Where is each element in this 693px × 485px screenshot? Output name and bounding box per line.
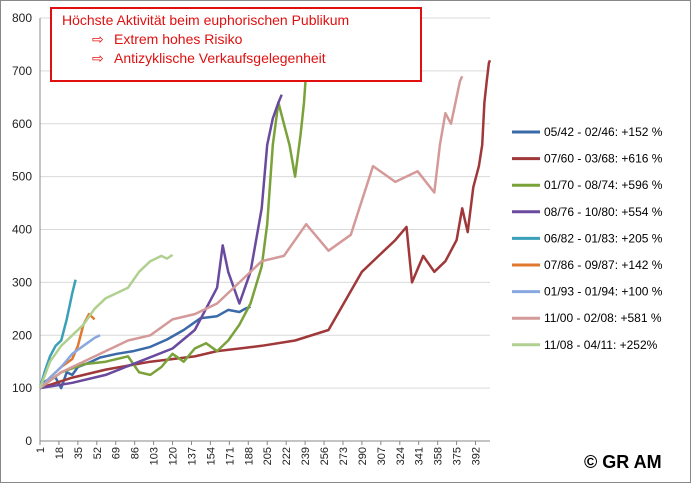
legend-label: 11/00 - 02/08: +581 % [544, 311, 662, 325]
y-tick-label: 800 [12, 11, 32, 25]
x-tick-label: 137 [186, 447, 198, 465]
series-line-9 [38, 253, 174, 389]
annotation-box: Höchste Aktivität beim euphorischen Publ… [50, 7, 422, 82]
x-tick-label: 35 [73, 447, 85, 459]
series-line-8 [39, 75, 464, 390]
x-tick-label: 103 [149, 447, 161, 465]
right-outline-arrow-icon: ⇨ [92, 50, 104, 66]
annotation-title: Höchste Aktivität beim euphorischen Publ… [62, 12, 350, 28]
x-tick-label: 239 [300, 447, 312, 465]
legend-label: 01/70 - 08/74: +596 % [544, 178, 663, 192]
x-tick-label: 358 [433, 447, 445, 465]
annotation-line-1-text: Extrem hohes Risiko [114, 31, 243, 47]
x-tick-label: 222 [281, 447, 293, 465]
x-tick-label: 69 [111, 447, 123, 459]
legend-entry: 07/86 - 09/87: +142 % [512, 258, 663, 272]
x-tick-label: 120 [168, 447, 180, 465]
legend-label: 11/08 - 04/11: +252% [544, 338, 658, 352]
series-lines [38, 59, 492, 390]
y-tick-label: 500 [12, 170, 32, 184]
series-line-7 [39, 334, 101, 389]
x-tick-label: 307 [376, 447, 388, 465]
x-tick-label: 290 [357, 447, 369, 465]
x-tick-label: 86 [130, 447, 142, 459]
series-line-1 [39, 305, 251, 390]
y-tick-label: 200 [12, 328, 32, 342]
x-tick-label: 171 [224, 447, 236, 465]
series-line-2 [39, 59, 492, 390]
x-tick-label: 392 [471, 447, 483, 465]
x-tick-label: 52 [92, 447, 104, 459]
legend-entry: 01/93 - 01/94: +100 % [512, 285, 663, 299]
series-line-5 [38, 279, 77, 389]
annotation-line-1: ⇨ Extrem hohes Risiko [62, 30, 420, 49]
y-tick-label: 400 [12, 223, 32, 237]
y-tick-label: 600 [12, 117, 32, 131]
x-tick-label: 273 [338, 447, 350, 465]
right-outline-arrow-icon: ⇨ [92, 31, 104, 47]
x-tick-label: 205 [262, 447, 274, 465]
x-tick-label: 188 [243, 447, 255, 465]
x-tick-label: 256 [319, 447, 331, 465]
legend-entry: 07/60 - 03/68: +616 % [512, 152, 663, 166]
x-tick-label: 1 [35, 447, 47, 453]
copyright-label: © GR AM [584, 452, 662, 472]
legend-label: 07/60 - 03/68: +616 % [544, 152, 663, 166]
legend-label: 08/76 - 10/80: +554 % [544, 205, 663, 219]
legend: 05/42 - 02/46: +152 % 07/60 - 03/68: +616… [512, 125, 663, 352]
series-line-6 [39, 312, 96, 389]
axes: 0 100 200 300 400 500 600 700 800 1 18 35 52 69 86 103 1… [12, 11, 490, 465]
y-tick-label: 700 [12, 64, 32, 78]
x-tick-label: 154 [205, 447, 217, 465]
y-tick-label: 300 [12, 275, 32, 289]
legend-entry: 05/42 - 02/46: +152 % [512, 125, 663, 139]
legend-entry: 11/08 - 04/11: +252% [512, 338, 658, 352]
legend-entry: 08/76 - 10/80: +554 % [512, 205, 663, 219]
y-tick-label: 0 [25, 434, 32, 448]
legend-label: 01/93 - 01/94: +100 % [544, 285, 663, 299]
series-line-4 [39, 94, 283, 390]
annotation-line-2-text: Antizyklische Verkaufsgelegenheit [114, 50, 326, 66]
legend-label: 05/42 - 02/46: +152 % [544, 125, 663, 139]
annotation-line-2: ⇨ Antizyklische Verkaufsgelegenheit [62, 49, 420, 68]
series-line-3 [39, 70, 308, 390]
legend-label: 07/86 - 09/87: +142 % [544, 258, 663, 272]
legend-entry: 01/70 - 08/74: +596 % [512, 178, 663, 192]
x-tick-label: 324 [395, 447, 407, 465]
x-tick-label: 375 [452, 447, 464, 465]
y-tick-label: 100 [12, 381, 32, 395]
legend-entry: 11/00 - 02/08: +581 % [512, 311, 662, 325]
x-tick-label: 18 [54, 447, 66, 459]
x-tick-label: 341 [414, 447, 426, 465]
legend-label: 06/82 - 01/83: +205 % [544, 231, 663, 245]
legend-entry: 06/82 - 01/83: +205 % [512, 231, 663, 245]
